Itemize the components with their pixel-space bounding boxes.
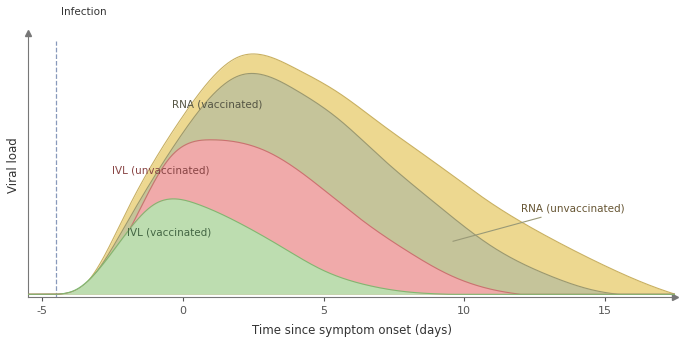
Y-axis label: Viral load: Viral load [7,137,20,193]
Text: IVL (unvaccinated): IVL (unvaccinated) [112,166,209,176]
X-axis label: Time since symptom onset (days): Time since symptom onset (days) [252,324,452,337]
Text: IVL (vaccinated): IVL (vaccinated) [127,227,211,237]
Text: RNA (vaccinated): RNA (vaccinated) [171,99,262,109]
Text: RNA (unvaccinated): RNA (unvaccinated) [453,204,624,241]
Text: Infection: Infection [61,7,106,17]
